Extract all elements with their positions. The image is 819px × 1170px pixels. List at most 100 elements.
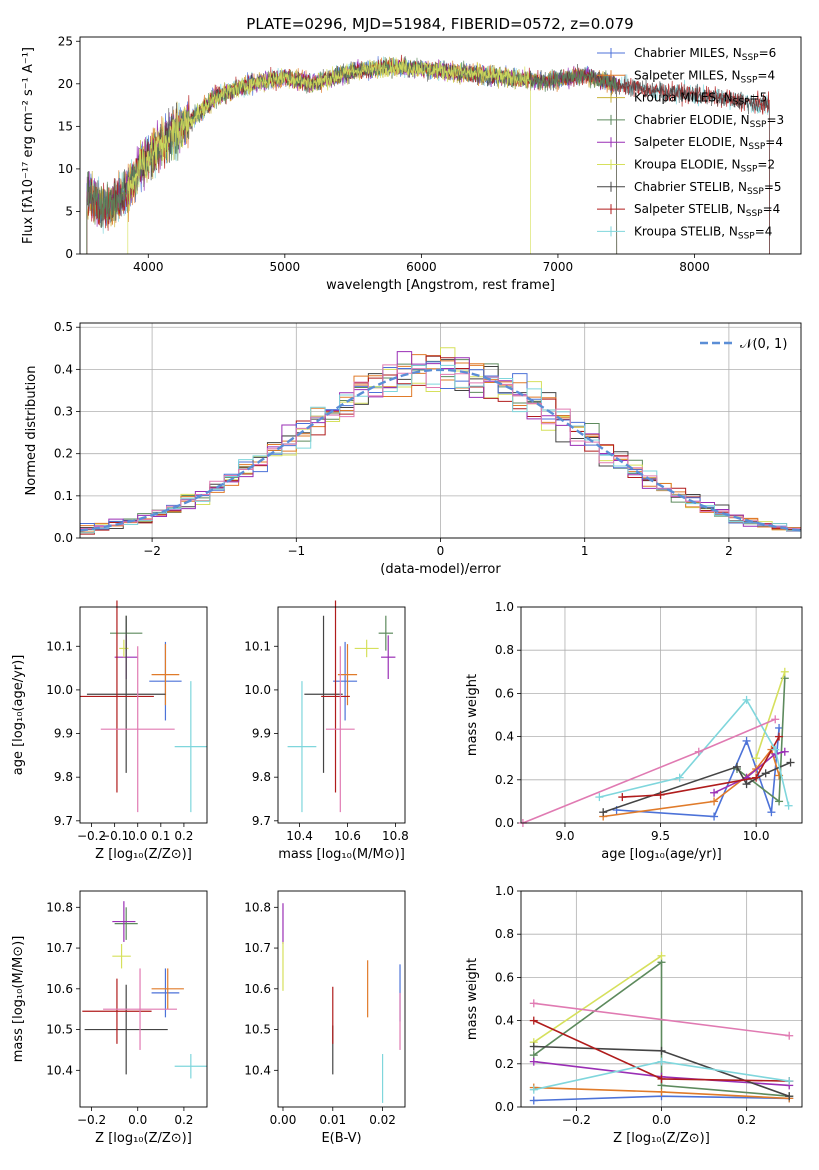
- y-tick-label: 9.8: [54, 770, 73, 784]
- x-tick-label: 10.8: [382, 829, 409, 843]
- x-tick-label: 7000: [543, 260, 574, 274]
- y-tick-label: 10.7: [46, 941, 73, 955]
- x-tick-label: 0.02: [369, 1113, 396, 1127]
- plot-frame: [79, 606, 208, 824]
- legend-label: Salpeter MILES, NSSP=4: [634, 68, 775, 85]
- y-tick-label: 9.8: [252, 770, 271, 784]
- spectrum-lines: [86, 54, 770, 254]
- x-tick-label: −0.2: [562, 1113, 591, 1127]
- y-tick-label: 1.0: [495, 600, 514, 614]
- weight-series-line: [755, 671, 786, 759]
- x-tick-label: 0.2: [174, 829, 193, 843]
- x-axis-label: wavelength [Angstrom, rest frame]: [326, 278, 555, 293]
- x-axis-label: Z [log₁₀(Z/Z⊙)]: [95, 847, 192, 862]
- x-axis-label: (data-model)/error: [380, 562, 501, 577]
- axes-mass-vs-EBV: 0.00 0.01 0.02 10.4 10.5 10.6 10.7 10.8 E(B-V): [244, 900, 396, 1146]
- plot-frame: [520, 890, 803, 1108]
- weight-series-line: [533, 955, 662, 1043]
- y-tick-label: 0.4: [495, 730, 514, 744]
- y-axis-label: Flux [fλ10⁻¹⁷ erg cm⁻² s⁻¹ A⁻¹]: [21, 47, 36, 244]
- y-tick-label: 0.0: [495, 816, 514, 830]
- weights-weight-vs-age: [518, 667, 795, 827]
- residual-legend: 𝒩(0, 1): [700, 337, 787, 352]
- histogram-steps: [80, 347, 801, 538]
- y-tick-label: 0.2: [54, 447, 73, 461]
- legend-gauss-label: 𝒩(0, 1): [740, 337, 787, 352]
- y-tick-label: 10.6: [244, 982, 271, 996]
- legend-label: Chabrier STELIB, NSSP=5: [634, 180, 782, 197]
- x-tick-label: 9.0: [555, 829, 574, 843]
- y-tick-label: 20: [58, 77, 73, 91]
- y-tick-label: 10.4: [46, 1063, 73, 1077]
- y-tick-label: 0.0: [54, 531, 73, 545]
- x-tick-label: 0: [437, 544, 445, 558]
- legend-label: Salpeter ELODIE, NSSP=4: [634, 135, 783, 152]
- y-axis-label: mass [log₁₀(M/M⊙)]: [11, 936, 26, 1063]
- x-tick-label: 10.6: [334, 829, 361, 843]
- weight-series-line: [622, 736, 780, 798]
- y-tick-label: 9.7: [252, 814, 271, 828]
- x-tick-label: −1: [287, 544, 305, 558]
- x-tick-label: 0.0: [128, 829, 147, 843]
- legend-label: Kroupa STELIB, NSSP=4: [634, 224, 772, 241]
- x-tick-label: 0.2: [174, 1113, 193, 1127]
- axes-mass-vs-Z: −0.2 0.0 0.2 10.4 10.5 10.6 10.7 10.8 Z [log₁₀(Z…: [11, 900, 193, 1146]
- y-tick-label: 10.4: [244, 1063, 271, 1077]
- x-tick-label: 4000: [133, 260, 164, 274]
- x-axis-label: Z [log₁₀(Z/Z⊙)]: [613, 1131, 710, 1146]
- y-tick-label: 0: [65, 247, 73, 261]
- x-tick-label: 1: [581, 544, 589, 558]
- plot-frame: [520, 606, 803, 824]
- y-tick-label: 10.5: [244, 1023, 271, 1037]
- errorbars-age-vs-mass: [287, 600, 396, 813]
- y-axis-label: age [log₁₀(age/yr)]: [11, 655, 26, 776]
- errorbars-mass-vs-EBV: [282, 903, 401, 1103]
- y-tick-label: 10.1: [244, 639, 271, 653]
- legend-label: Kroupa MILES, NSSP=5: [634, 91, 767, 108]
- y-tick-label: 1.0: [495, 884, 514, 898]
- y-tick-label: 9.7: [54, 814, 73, 828]
- legend-label: Kroupa ELODIE, NSSP=2: [634, 158, 775, 175]
- plot-frame: [277, 606, 406, 824]
- x-tick-label: 5000: [270, 260, 301, 274]
- y-tick-label: 5: [65, 204, 73, 218]
- y-tick-label: 10.6: [46, 982, 73, 996]
- legend-label: Chabrier MILES, NSSP=6: [634, 46, 776, 63]
- legend-label: Chabrier ELODIE, NSSP=3: [634, 113, 784, 130]
- x-tick-label: 8000: [679, 260, 710, 274]
- y-tick-label: 9.9: [252, 727, 271, 741]
- plot-frame: [277, 890, 406, 1108]
- y-tick-label: 0.4: [495, 1014, 514, 1028]
- y-tick-label: 0.1: [54, 489, 73, 503]
- x-axis-label: E(B-V): [321, 1131, 361, 1146]
- figure-title: PLATE=0296, MJD=51984, FIBERID=0572, z=0…: [246, 15, 633, 33]
- weight-series-line: [533, 960, 790, 1097]
- y-axis-label: mass weight: [465, 674, 480, 756]
- x-tick-label: 0.0: [652, 1113, 671, 1127]
- y-tick-label: 0.8: [495, 927, 514, 941]
- y-tick-label: 0.6: [495, 686, 514, 700]
- x-axis-label: mass [log₁₀(M/M⊙)]: [278, 847, 405, 862]
- x-tick-label: −0.2: [77, 829, 106, 843]
- gaussian-curve: [80, 368, 801, 532]
- y-tick-label: 10.7: [244, 941, 271, 955]
- y-tick-label: 15: [58, 119, 73, 133]
- y-tick-label: 10.8: [244, 900, 271, 914]
- y-tick-label: 10.5: [46, 1023, 73, 1037]
- x-tick-label: 0.2: [737, 1113, 756, 1127]
- y-axis-label: mass weight: [465, 958, 480, 1040]
- errorbars-mass-vs-Z: [82, 901, 207, 1079]
- charts-layer: 4000 5000 6000 7000 80000510152025wavelength…: [11, 34, 803, 1146]
- plot-frame: [79, 322, 802, 539]
- y-tick-label: 0.8: [495, 643, 514, 657]
- spectrum-model-line: [127, 57, 531, 254]
- spectrum-legend: Chabrier MILES, NSSP=6 Salpeter MILES, NS…: [597, 46, 784, 241]
- x-tick-label: 10.0: [743, 829, 770, 843]
- x-tick-label: 2: [725, 544, 733, 558]
- y-tick-label: 9.9: [54, 727, 73, 741]
- y-axis-label: Normed distribution: [24, 366, 39, 496]
- x-tick-label: 10.4: [286, 829, 313, 843]
- legend-label: Salpeter STELIB, NSSP=4: [634, 202, 780, 219]
- spectrum-model-line: [86, 54, 770, 254]
- x-tick-label: 0.00: [270, 1113, 297, 1127]
